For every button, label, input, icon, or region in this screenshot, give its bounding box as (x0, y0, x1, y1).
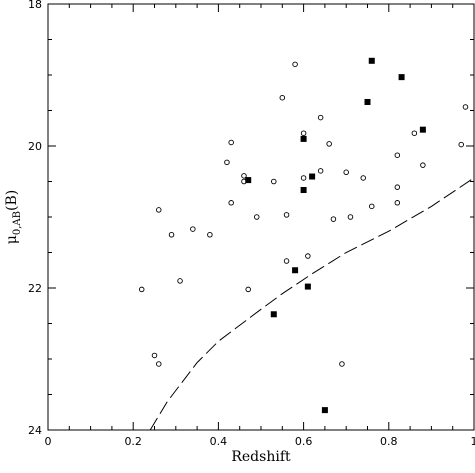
open-circle-point (318, 169, 323, 174)
y-tick-label: 18 (28, 0, 42, 11)
open-circle-point (178, 279, 183, 284)
open-circle-point (344, 170, 349, 175)
y-axis-title-subscript: 0,AB (12, 211, 23, 235)
open-circle-point (463, 105, 468, 110)
open-circle-point (395, 185, 400, 190)
open-circle-point (156, 362, 161, 367)
chart-marks (139, 58, 467, 413)
open-circle-point (156, 208, 161, 213)
dashed-limit-curve (150, 178, 474, 430)
open-circle-point (139, 287, 144, 292)
filled-square-point (271, 311, 277, 317)
open-circle-point (340, 362, 345, 367)
y-tick-label: 24 (28, 424, 42, 437)
open-circle-point (306, 254, 311, 259)
filled-square-point (399, 74, 405, 80)
x-tick-label: 1 (471, 435, 475, 448)
x-tick-label: 0.2 (124, 435, 142, 448)
open-circle-point (421, 163, 426, 168)
open-circle-point (395, 201, 400, 206)
filled-square-point (292, 267, 298, 273)
open-circle-point (301, 176, 306, 181)
y-axis-title: μ0,AB(B) (4, 190, 23, 244)
open-circle-point (348, 215, 353, 220)
y-axis-title-suffix: (B) (4, 190, 20, 211)
y-tick-label: 22 (28, 282, 42, 295)
open-circle-point (229, 201, 234, 206)
open-circle-point (327, 142, 332, 147)
open-circle-point (229, 140, 234, 145)
plot-frame (48, 4, 474, 430)
open-circle-point (318, 115, 323, 120)
open-circle-point (280, 95, 285, 100)
open-circle-point (331, 217, 336, 222)
open-circle-point (191, 227, 196, 232)
open-circle-point (293, 62, 298, 67)
x-tick-label: 0.6 (295, 435, 313, 448)
x-tick-label: 0.4 (210, 435, 228, 448)
open-circle-point (395, 153, 400, 158)
y-tick-label: 20 (28, 140, 42, 153)
open-circle-point (284, 213, 289, 218)
y-axis-title-main: μ (4, 235, 20, 244)
x-tick-label: 0 (45, 435, 52, 448)
open-circle-point (254, 215, 259, 220)
filled-square-point (245, 177, 251, 183)
dashed-curve-layer (150, 178, 474, 430)
open-circle-point (459, 142, 464, 147)
filled-square-point (301, 187, 307, 193)
filled-square-point (322, 407, 328, 413)
open-circle-point (412, 131, 417, 136)
open-circle-point (208, 232, 213, 237)
filled-square-point (420, 127, 426, 133)
open-circle-point (152, 353, 157, 358)
open-circle-point (169, 232, 174, 237)
x-axis-title: Redshift (231, 449, 291, 465)
chart-axes: 0 0.2 0.4 0.6 0.8 1 18 20 22 24 (28, 0, 475, 448)
open-circle-point (246, 287, 251, 292)
open-circle-point (284, 259, 289, 264)
open-circle-point (369, 204, 374, 209)
filled-square-point (309, 174, 315, 180)
filled-square-point (305, 284, 311, 290)
filled-square-point (365, 99, 371, 105)
x-tick-label: 0.8 (380, 435, 398, 448)
filled-square-point (301, 136, 307, 142)
open-circle-point (301, 131, 306, 136)
open-circle-point (271, 179, 276, 184)
filled-square-point (369, 58, 375, 64)
open-circle-point (225, 160, 230, 165)
open-circle-point (361, 176, 366, 181)
